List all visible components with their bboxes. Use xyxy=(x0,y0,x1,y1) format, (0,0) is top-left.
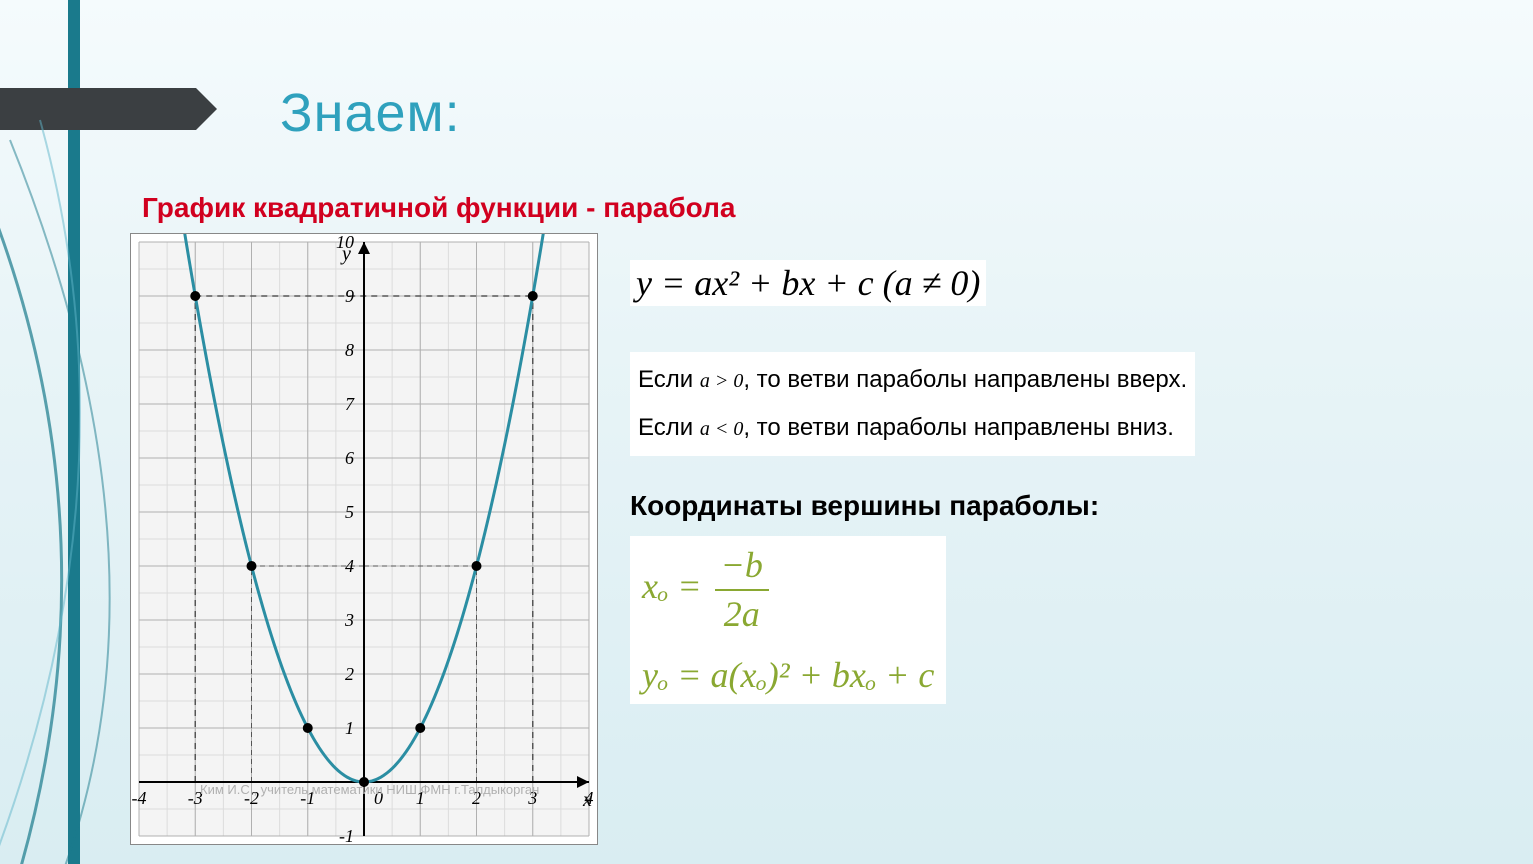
svg-text:7: 7 xyxy=(345,394,355,414)
svg-text:3: 3 xyxy=(344,610,354,630)
vertex-formulas: xₒ = −b 2a yₒ = a(xₒ)² + bxₒ + c xyxy=(630,536,946,704)
svg-text:10: 10 xyxy=(336,234,354,252)
vertex-x-lhs: xₒ = xyxy=(642,566,702,606)
cond2-math: a < 0 xyxy=(700,418,744,440)
svg-text:1: 1 xyxy=(345,718,354,738)
main-formula: y = ax² + bx + c (a ≠ 0) xyxy=(630,260,986,306)
conditions-block: Если a > 0, то ветви параболы направлены… xyxy=(630,352,1195,456)
cond1-suffix: , то ветви параболы направлены вверх. xyxy=(743,366,1187,393)
right-column: y = ax² + bx + c (a ≠ 0) Если a > 0, то … xyxy=(630,260,1500,704)
slide-title: Знаем: xyxy=(280,82,461,144)
vertex-label: Координаты вершины параболы: xyxy=(630,490,1500,522)
author-watermark: Ким И.С., учитель математики НИШ ФМН г.Т… xyxy=(200,782,539,797)
vertex-x-denominator: 2a xyxy=(715,591,769,638)
parabola-chart: yx-4-3-2-11234-1123456789100 xyxy=(130,233,598,845)
vertex-x-numerator: −b xyxy=(715,542,769,591)
slide-subtitle: График квадратичной функции - парабола xyxy=(142,192,735,224)
cond2-suffix: , то ветви параболы направлены вниз. xyxy=(743,414,1174,441)
cond1-prefix: Если xyxy=(638,366,700,393)
header-arrow xyxy=(0,88,196,130)
cond1-math: a > 0 xyxy=(700,370,744,392)
condition-a-positive: Если a > 0, то ветви параболы направлены… xyxy=(638,356,1187,404)
svg-text:4: 4 xyxy=(585,788,594,808)
vertex-y-formula: yₒ = a(xₒ)² + bxₒ + c xyxy=(642,652,934,699)
svg-text:6: 6 xyxy=(345,448,354,468)
svg-text:4: 4 xyxy=(345,556,354,576)
condition-a-negative: Если a < 0, то ветви параболы направлены… xyxy=(638,404,1187,452)
svg-text:5: 5 xyxy=(345,502,354,522)
svg-text:-1: -1 xyxy=(339,826,354,844)
svg-text:2: 2 xyxy=(345,664,354,684)
svg-text:8: 8 xyxy=(345,340,354,360)
svg-text:-4: -4 xyxy=(132,788,147,808)
vertex-x-formula: xₒ = −b 2a xyxy=(642,542,934,638)
svg-text:9: 9 xyxy=(345,286,354,306)
cond2-prefix: Если xyxy=(638,414,700,441)
